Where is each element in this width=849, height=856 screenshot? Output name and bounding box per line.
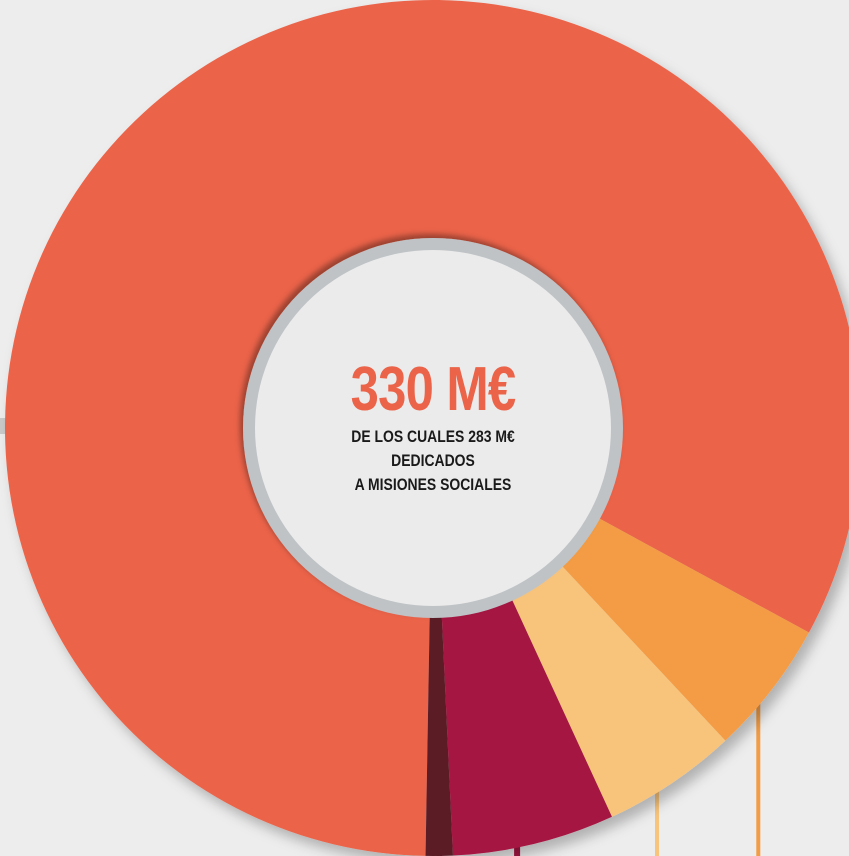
donut-slices	[5, 0, 849, 856]
donut-slice-5	[425, 607, 453, 856]
leader-line-3	[655, 785, 659, 856]
leader-line-4	[514, 841, 521, 856]
donut-slice-4	[441, 591, 612, 856]
center-label: 330 M€ DE LOS CUALES 283 M€ DEDICADOS A …	[255, 355, 611, 497]
center-total-value: 330 M€	[350, 355, 516, 424]
center-subtitle-line-2: DEDICADOS	[391, 451, 475, 470]
center-subtitle-line-1: DE LOS CUALES 283 M€	[351, 427, 515, 446]
leader-line-2	[756, 696, 761, 856]
center-disc	[255, 250, 611, 606]
donut-slice-1	[5, 0, 849, 856]
donut-slice-3	[508, 559, 726, 817]
donut-slice-2	[555, 514, 809, 741]
center-subtitle-line-3: A MISIONES SOCIALES	[354, 475, 512, 494]
